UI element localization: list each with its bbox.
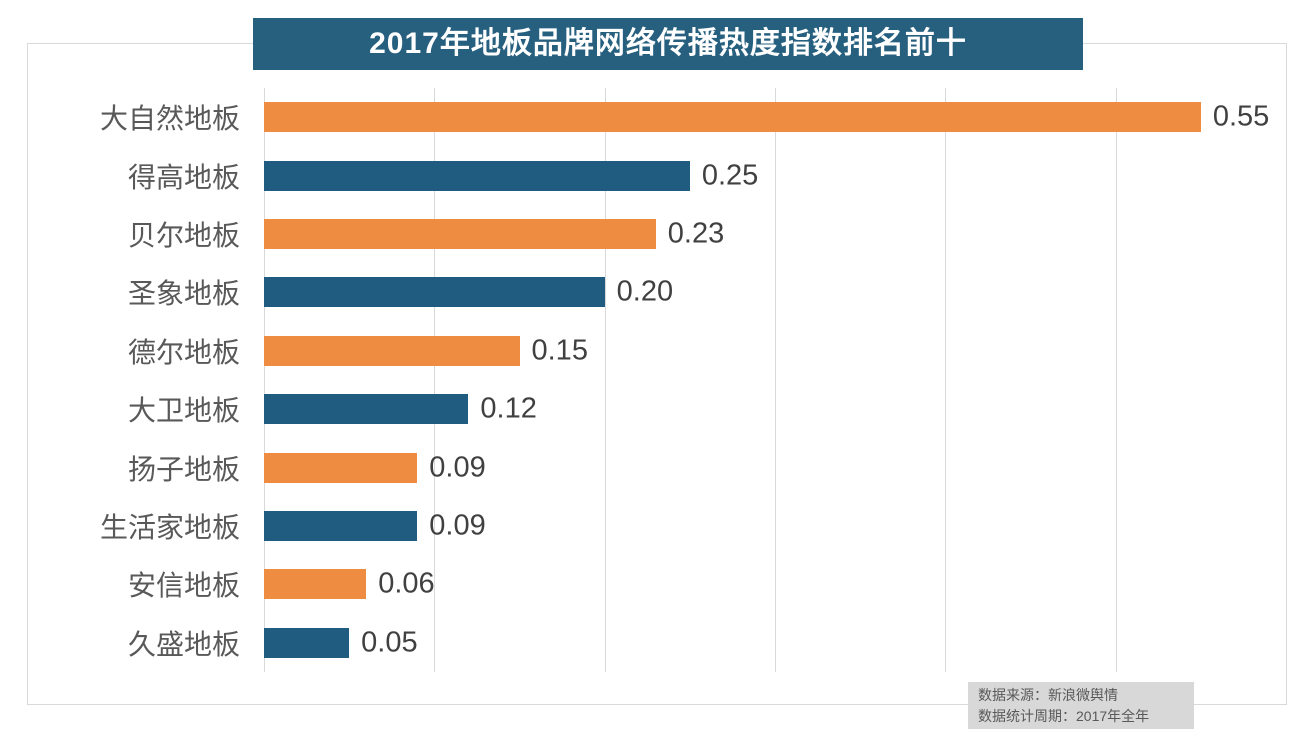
value-label: 0.25: [701, 159, 759, 192]
category-label: 安信地板: [127, 570, 240, 602]
bar-row: 久盛地板 0.05: [27, 614, 1287, 672]
value-label: 0.55: [1212, 100, 1270, 133]
category-label: 圣象地板: [127, 278, 240, 310]
value-label: 0.09: [429, 451, 486, 484]
bar: [264, 218, 656, 249]
source-line: 数据来源：新浪微舆情: [978, 687, 1118, 703]
bar: [264, 569, 367, 600]
bar: [264, 277, 605, 308]
bar: [264, 335, 520, 366]
gridline: [1286, 88, 1287, 672]
bar-row: 安信地板 0.06: [27, 555, 1287, 613]
bar-row: 圣象地板 0.20: [27, 263, 1287, 321]
value-label: 0.06: [378, 567, 435, 600]
category-label: 德尔地板: [127, 336, 240, 368]
chart-frame: [27, 43, 1287, 705]
bar: [264, 102, 1201, 133]
gridline: [434, 88, 436, 672]
category-label: 得高地板: [127, 161, 240, 193]
category-label: 大卫地板: [127, 395, 240, 427]
chart-title: 2017年地板品牌网络传播热度指数排名前十: [253, 18, 1083, 70]
category-label: 扬子地板: [127, 453, 240, 485]
bar-row: 贝尔地板 0.23: [27, 205, 1287, 263]
bar: [264, 394, 469, 425]
category-label: 大自然地板: [99, 103, 240, 135]
value-label: 0.12: [480, 392, 537, 425]
bar: [264, 510, 418, 541]
bar-row: 扬子地板 0.09: [27, 438, 1287, 496]
bar-row: 德尔地板 0.15: [27, 322, 1287, 380]
value-label: 0.20: [616, 275, 674, 308]
bar: [264, 452, 418, 483]
gridline: [775, 88, 776, 672]
category-label: 贝尔地板: [127, 219, 240, 251]
gridline: [1115, 88, 1117, 672]
value-label: 0.05: [361, 626, 418, 659]
gridline: [264, 88, 265, 672]
bar: [264, 160, 690, 191]
value-label: 0.23: [667, 217, 725, 250]
bar-row: 得高地板 0.25: [27, 146, 1287, 204]
bar-row: 生活家地板 0.09: [27, 497, 1287, 555]
source-box: 数据来源：新浪微舆情 数据统计周期：2017年全年: [968, 682, 1194, 729]
gridline: [604, 88, 606, 672]
value-label: 0.15: [531, 334, 588, 367]
bar-rows: 大自然地板 0.55 得高地板 0.25 贝尔地板 0.23 圣象地板 0.20 德尔地板 0.1…: [27, 88, 1287, 672]
bar: [264, 627, 350, 658]
category-label: 生活家地板: [99, 511, 240, 543]
gridline: [945, 88, 947, 672]
value-label: 0.09: [429, 509, 486, 542]
period-line: 数据统计周期：2017年全年: [978, 708, 1150, 724]
bar-row: 大卫地板 0.12: [27, 380, 1287, 438]
category-label: 久盛地板: [127, 628, 240, 660]
bar-row: 大自然地板 0.55: [27, 88, 1287, 146]
